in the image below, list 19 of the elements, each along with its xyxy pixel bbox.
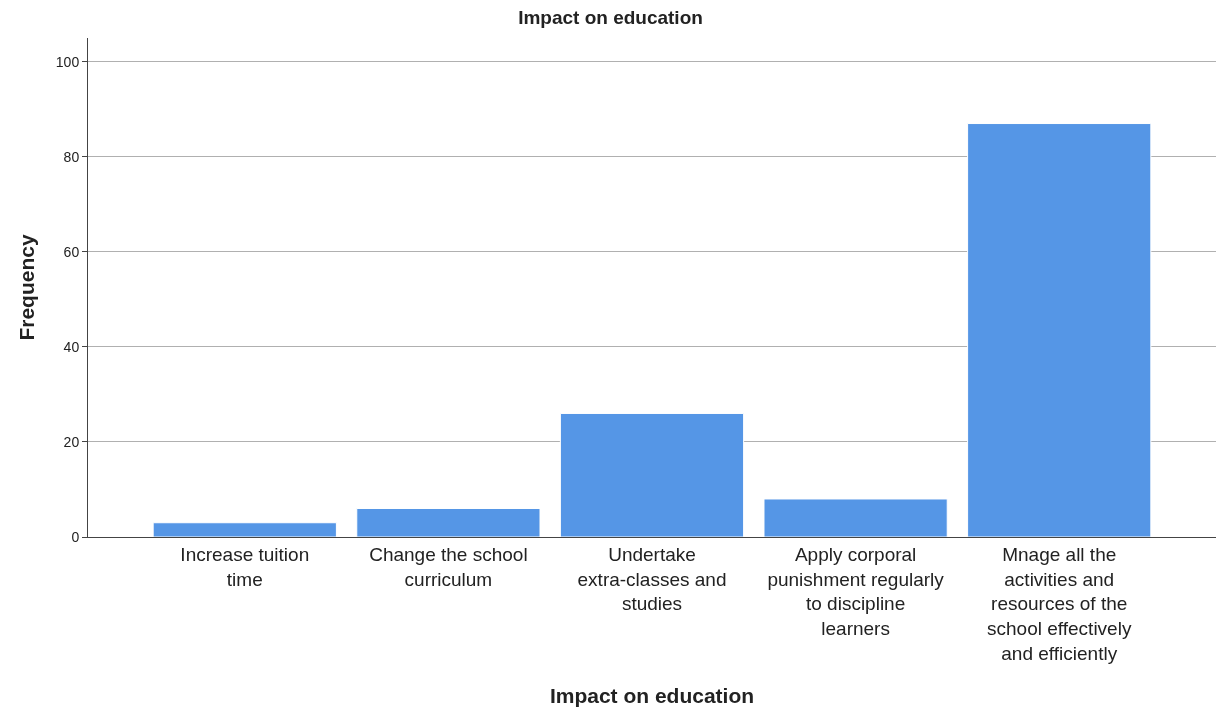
- bar: [967, 123, 1152, 537]
- y-tick-label: 0: [71, 528, 80, 545]
- y-axis-title: Frequency: [14, 234, 38, 341]
- y-tick-label: 80: [63, 148, 80, 165]
- bar: [559, 412, 745, 537]
- chart-title: Impact on education: [518, 7, 703, 29]
- x-axis-title: Impact on education: [549, 683, 755, 707]
- y-tick-label: 60: [63, 243, 80, 260]
- y-tick-label: 40: [63, 338, 80, 355]
- x-tick-label: Mnage all the activities and resources of the school effectively and efficiently: [987, 543, 1132, 664]
- x-tick-label: Change the school curriculum: [369, 543, 528, 590]
- bar: [152, 522, 337, 537]
- x-tick-label: Increase tuition time: [180, 543, 310, 590]
- y-tick-label: 100: [55, 53, 80, 70]
- bar: [763, 498, 948, 537]
- bar: [356, 507, 541, 537]
- x-tick-label: Apply corporal punishment regularly to discipline learners: [767, 543, 945, 639]
- y-tick-label: 20: [63, 433, 80, 450]
- x-tick-label: Undertake extra-classes and studies: [577, 543, 727, 615]
